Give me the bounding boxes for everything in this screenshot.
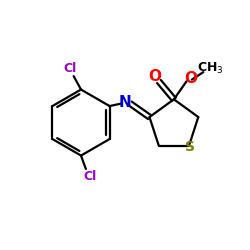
- Text: S: S: [185, 140, 195, 154]
- Text: CH$_3$: CH$_3$: [197, 60, 224, 76]
- Text: N: N: [119, 95, 132, 110]
- Text: Cl: Cl: [64, 62, 76, 75]
- Text: O: O: [184, 71, 198, 86]
- Text: Cl: Cl: [83, 170, 96, 183]
- Text: O: O: [148, 69, 161, 84]
